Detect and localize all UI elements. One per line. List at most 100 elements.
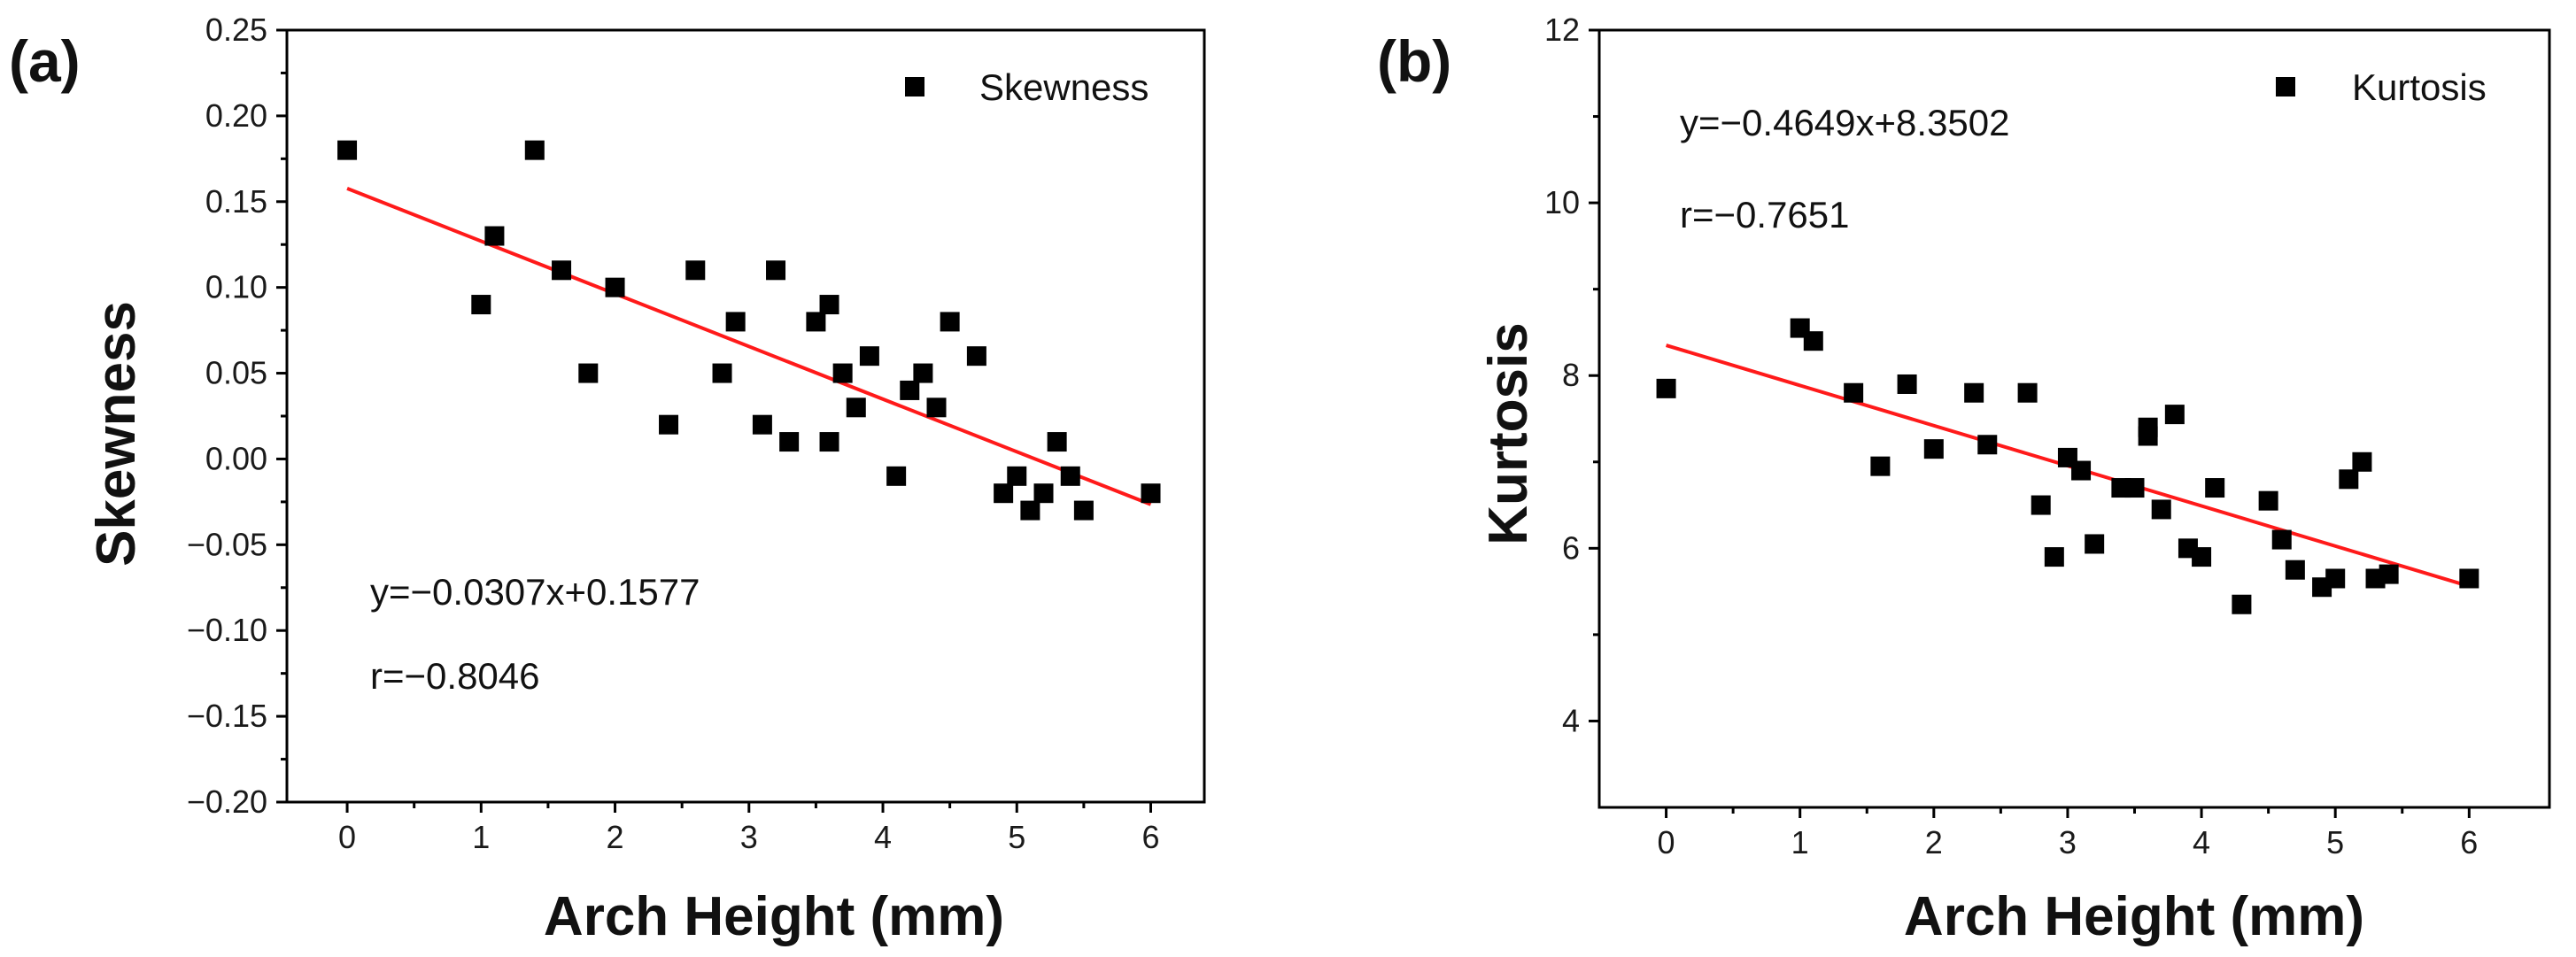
panel-a-y-tick-label: 0.15 (205, 183, 267, 220)
panel-b-data-point (1870, 456, 1891, 476)
panel-a-x-tick-label: 4 (874, 819, 892, 855)
panel-b-legend-label: Kurtosis (2352, 66, 2487, 108)
panel-a-data-point (886, 466, 907, 486)
panel-b-data-point (2164, 405, 2185, 425)
panel-a-data-point (819, 432, 839, 452)
panel-a-data-point (1020, 500, 1040, 521)
panel-a-data-point (524, 140, 545, 160)
panel-a-legend-marker (905, 77, 924, 96)
panel-a-x-tick-label: 2 (607, 819, 624, 855)
panel-a-data-point (659, 414, 679, 435)
panel-b-x-tick-label: 6 (2460, 824, 2478, 861)
panel-a-data-point (913, 363, 933, 383)
panel-b-data-point (2285, 560, 2305, 580)
panel-a-data-point (1033, 483, 1054, 504)
panel-b-data-point (2017, 382, 2038, 403)
panel-a-data-point (484, 226, 505, 246)
panel-a-data-point (926, 397, 947, 418)
panel-b-x-tick-label: 3 (2059, 824, 2077, 861)
panel-b-y-tick-label: 4 (1562, 702, 1580, 738)
panel-b-data-point (2459, 568, 2479, 589)
panel-b-y-tick-label: 8 (1562, 357, 1580, 393)
panel-b-data-point (1897, 374, 1917, 394)
panel-a: (a) 0 1 2 3 4 5 6 0.25 0.20 0.15 0.10 0.05 0.00 −0.05… (9, 12, 1206, 947)
panel-b-x-tick-label: 2 (1925, 824, 1943, 861)
panel-a-data-point (685, 260, 706, 281)
panel-b-x-tick-label: 0 (1658, 824, 1675, 861)
panel-a-y-tick-label: −0.10 (187, 612, 267, 648)
panel-b-x-axis-title: Arch Height (mm) (1904, 886, 2364, 947)
panel-b-data-point (1803, 331, 1823, 351)
panel-a-y-tick-label: 0.25 (205, 12, 267, 48)
panel-b-data-point (2044, 547, 2064, 567)
panel-a-plot-area: 0 1 2 3 4 5 6 0.25 0.20 0.15 0.10 0.05 0.00 −0.05 −0.1… (187, 12, 1206, 855)
panel-a-data-point (806, 312, 826, 332)
panel-a-data-point (1073, 500, 1094, 521)
panel-b-data-point (2205, 478, 2225, 498)
panel-b-data-point (2271, 529, 2292, 550)
panel-b-data-point (2071, 460, 2092, 481)
panel-a-x-tick-label: 6 (1141, 819, 1159, 855)
panel-b-y-axis-title: Kurtosis (1478, 322, 1539, 544)
panel-a-y-tick-label: −0.15 (187, 698, 267, 734)
panel-a-legend: Skewness (905, 66, 1149, 108)
panel-a-data-point (966, 346, 986, 367)
panel-b-x-tick-label: 4 (2193, 824, 2210, 861)
panel-b-y-tick-label: 10 (1544, 184, 1580, 220)
panel-a-data-point (1047, 432, 1067, 452)
panel-a-data-point (832, 363, 853, 383)
panel-a-data-point (1141, 483, 1161, 504)
panel-b-data-point (2124, 478, 2145, 498)
panel-a-data-point (940, 312, 960, 332)
panel-b-data-point (2325, 568, 2346, 589)
panel-b-fit-equation: y=−0.4649x+8.3502 (1680, 102, 2010, 143)
panel-a-y-tick-label: 0.10 (205, 269, 267, 305)
panel-b-data-point (2192, 547, 2212, 567)
panel-a-data-point (725, 312, 746, 332)
panel-a-data-point (1007, 466, 1027, 486)
panel-a-data-point (819, 295, 839, 315)
panel-b-data-point (1977, 435, 1998, 455)
panel-b-label: (b) (1377, 28, 1451, 94)
panel-a-data-point (712, 363, 732, 383)
panel-a-data-point (779, 432, 800, 452)
panel-a-label: (a) (9, 28, 81, 94)
panel-b-x-tick-label: 1 (1791, 824, 1809, 861)
panel-b-data-point (2379, 564, 2399, 584)
panel-a-legend-label: Skewness (979, 66, 1149, 108)
panel-a-y-tick-label: −0.05 (187, 526, 267, 562)
panel-b-r-value: r=−0.7651 (1680, 194, 1850, 235)
panel-a-x-tick-label: 5 (1008, 819, 1025, 855)
panel-b-data-point (1923, 439, 1944, 459)
panel-a-x-tick-label: 1 (472, 819, 490, 855)
panel-a-data-point (1060, 466, 1080, 486)
panel-b-data-point (1844, 382, 1864, 403)
panel-b-data-point (2339, 469, 2359, 490)
panel-a-data-point (552, 260, 572, 281)
panel-a-x-tick-label: 3 (740, 819, 758, 855)
panel-a-data-point (578, 363, 599, 383)
panel-b-frame (1597, 28, 2551, 809)
panel-b-data-point (2232, 594, 2252, 614)
panel-a-y-tick-label: −0.20 (187, 783, 267, 820)
panel-a-fit-equation: y=−0.0307x+0.1577 (370, 571, 700, 613)
panel-a-data-point (859, 346, 879, 367)
panel-b-data-point (1964, 382, 1984, 403)
panel-b-data-point (2138, 417, 2158, 437)
panel-a-data-point (752, 414, 772, 435)
panel-b-y-tick-label: 6 (1562, 529, 1580, 566)
panel-a-data-point (337, 140, 358, 160)
panel-b-legend: Kurtosis (2276, 66, 2487, 108)
panel-a-data-point (605, 277, 625, 297)
panel-a-y-tick-label: 0.00 (205, 440, 267, 476)
panel-a-x-axis-title: Arch Height (mm) (544, 886, 1004, 947)
panel-a-data-point (471, 295, 491, 315)
panel-b-data-point (2085, 534, 2105, 554)
panel-a-data-point (766, 260, 786, 281)
panel-a-y-axis-title: Skewness (86, 301, 147, 567)
panel-a-x-tick-label: 0 (338, 819, 356, 855)
panel-a-y-tick-label: 0.20 (205, 97, 267, 134)
